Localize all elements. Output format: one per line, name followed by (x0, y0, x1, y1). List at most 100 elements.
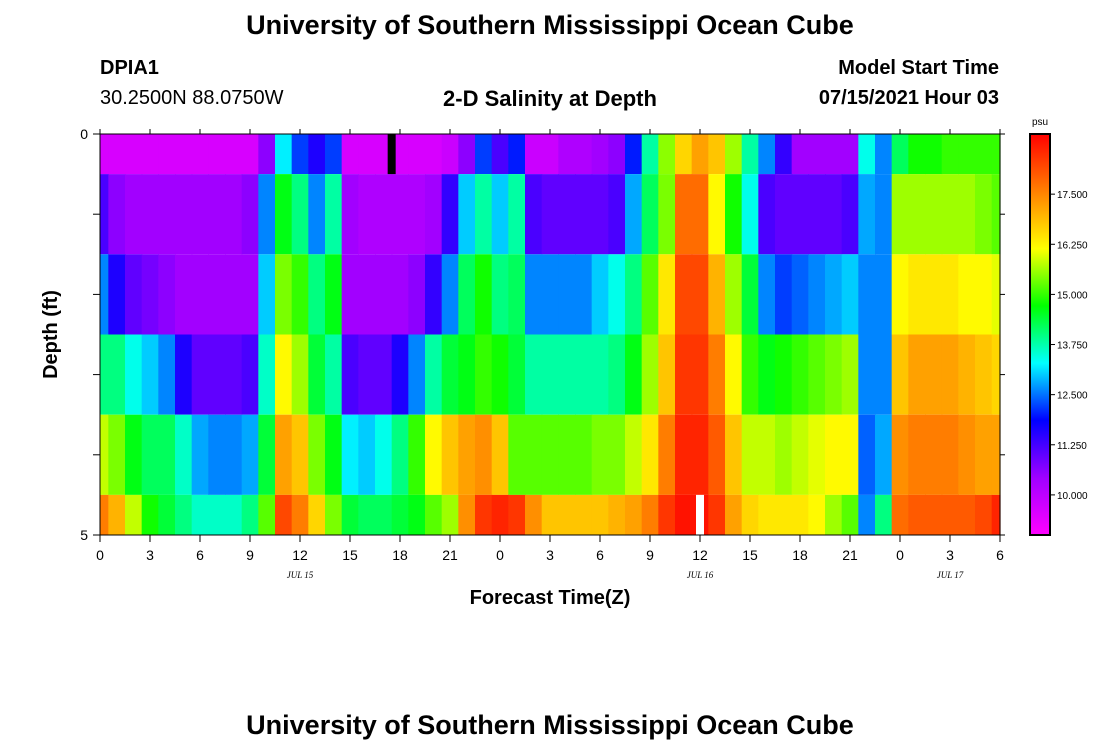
heatmap-cell (975, 254, 993, 335)
heatmap-cell (100, 134, 109, 175)
heatmap-cell (791, 254, 809, 335)
heatmap-cell (458, 494, 476, 535)
heatmap-cell (991, 414, 1001, 495)
heatmap-cell (308, 134, 326, 175)
heatmap-cell (825, 334, 843, 415)
x-tick-label: 0 (96, 547, 104, 563)
colorbar-tick-label: 15.000 (1057, 290, 1088, 301)
heatmap-cell (841, 334, 859, 415)
heatmap-cell (675, 134, 693, 175)
heatmap-cell (241, 134, 259, 175)
heatmap-cell (441, 414, 459, 495)
heatmap-cell (475, 334, 493, 415)
heatmap-cell (391, 254, 409, 335)
station-coordinates: 30.2500N 88.0750W (100, 87, 284, 109)
heatmap-cell (358, 134, 376, 175)
heatmap-cell (141, 254, 159, 335)
heatmap-cell (975, 174, 993, 255)
heatmap-cell (508, 494, 526, 535)
heatmap-cell (175, 134, 193, 175)
station-id: DPIA1 (100, 57, 159, 79)
heatmap-cell (175, 494, 193, 535)
heatmap-cell (425, 414, 443, 495)
heatmap-cell (325, 414, 343, 495)
heatmap-cell (858, 494, 876, 535)
heatmap-cell (708, 134, 726, 175)
heatmap-cell (208, 334, 226, 415)
heatmap-cell (125, 134, 143, 175)
markers (387, 134, 704, 535)
heatmap-cell (225, 334, 243, 415)
heatmap-cell (491, 494, 509, 535)
heatmap-cell (108, 254, 126, 335)
heatmap-cell (725, 414, 743, 495)
heatmap-cell (225, 494, 243, 535)
time-marker (387, 134, 396, 175)
heatmap-cell (408, 494, 426, 535)
heatmap-cell (958, 414, 976, 495)
heatmap-cell (258, 414, 276, 495)
heatmap-cell (791, 174, 809, 255)
heatmap-cell (558, 494, 576, 535)
heatmap-cell (625, 254, 643, 335)
heatmap-cell (991, 494, 1001, 535)
heatmap-cell (708, 174, 726, 255)
heatmap-cell (608, 134, 626, 175)
heatmap-cell (575, 414, 593, 495)
heatmap-cell (108, 174, 126, 255)
heatmap-cell (325, 334, 343, 415)
x-tick-label: 15 (742, 547, 758, 563)
x-tick-label: 6 (596, 547, 604, 563)
heatmap-cell (825, 414, 843, 495)
heatmap-cell (325, 254, 343, 335)
heatmap-cell (641, 134, 659, 175)
heatmap-cell (725, 254, 743, 335)
heatmap-cell (525, 414, 543, 495)
heatmap-cell (775, 134, 793, 175)
heatmap-cell (641, 174, 659, 255)
heatmap-cell (291, 254, 309, 335)
footer-title: University of Southern Mississippi Ocean… (246, 710, 854, 740)
heatmap-cell (958, 334, 976, 415)
heatmap-cell (458, 254, 476, 335)
heatmap-cell (758, 254, 776, 335)
heatmap-cell (775, 334, 793, 415)
heatmap-cell (558, 414, 576, 495)
heatmap-cell (591, 174, 609, 255)
heatmap-cell (991, 174, 1001, 255)
heatmap-cell (458, 334, 476, 415)
heatmap-cell (958, 134, 976, 175)
heatmap-cell (458, 414, 476, 495)
heatmap-cell (741, 174, 759, 255)
heatmap-cell (475, 174, 493, 255)
x-tick-label: 0 (896, 547, 904, 563)
heatmap-cell (208, 134, 226, 175)
heatmap-cell (275, 174, 293, 255)
heatmap-cell (258, 254, 276, 335)
y-axis-title: Depth (ft) (40, 290, 62, 379)
heatmap-cell (525, 174, 543, 255)
page-title: University of Southern Mississippi Ocean… (246, 10, 854, 40)
x-tick-label: 21 (842, 547, 858, 563)
heatmap-cell (658, 414, 676, 495)
heatmap-cell (908, 334, 926, 415)
heatmap-cell (925, 254, 943, 335)
colorbar-tick-label: 13.750 (1057, 341, 1088, 352)
heatmap-cell (875, 174, 893, 255)
heatmap-cell (858, 414, 876, 495)
x-axis: 0 3 6 9 12 15 18 21 0 3 6 9 12 15 18 21 0 3 6 JUL 15 JUL 16 J… (96, 129, 1004, 580)
heatmap-cell (875, 334, 893, 415)
heatmap-cell (941, 334, 959, 415)
colorbar-tick-label: 17.500 (1057, 190, 1088, 201)
heatmap-cell (141, 334, 159, 415)
heatmap-cell (625, 334, 643, 415)
heatmap-cell (658, 254, 676, 335)
date-label: JUL 17 (937, 570, 964, 580)
heatmap-cell (108, 134, 126, 175)
heatmap-cell (241, 254, 259, 335)
heatmap-cell (541, 174, 559, 255)
heatmap-cell (325, 134, 343, 175)
heatmap-cell (425, 134, 443, 175)
heatmap-cell (308, 174, 326, 255)
x-tick-label: 9 (646, 547, 654, 563)
